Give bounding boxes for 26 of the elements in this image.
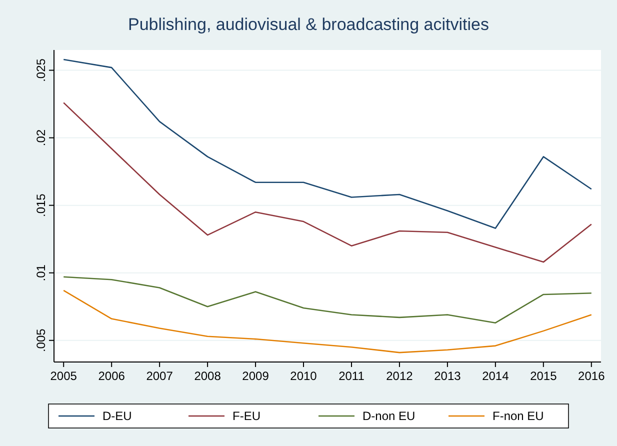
y-tick-label: .015 xyxy=(34,193,48,218)
x-tick-label: 2009 xyxy=(242,369,270,383)
chart-title: Publishing, audiovisual & broadcasting acitvities xyxy=(128,15,489,34)
line-series xyxy=(62,102,592,263)
x-tick-label: 2006 xyxy=(98,369,126,383)
x-tick-label: 2007 xyxy=(146,369,174,383)
x-tick-label: 2014 xyxy=(482,369,510,383)
x-tick-label: 2008 xyxy=(194,369,222,383)
x-tick-label: 2005 xyxy=(50,369,78,383)
legend-label: F-non EU xyxy=(492,409,544,423)
y-tick-label: .02 xyxy=(34,129,48,146)
x-tick-label: 2012 xyxy=(386,369,414,383)
y-tick-label: .005 xyxy=(34,328,48,352)
line-series xyxy=(62,58,592,229)
legend-label: D-non EU xyxy=(362,409,416,423)
y-tick-label: .01 xyxy=(34,264,48,282)
x-tick-label: 2011 xyxy=(338,369,365,383)
line-series xyxy=(62,276,592,324)
legend-label: D-EU xyxy=(102,409,132,423)
legend-label: F-EU xyxy=(232,409,260,423)
x-tick-label: 2013 xyxy=(434,369,462,383)
x-tick-label: 2010 xyxy=(290,369,318,383)
line-series xyxy=(62,290,592,354)
y-tick-label: .025 xyxy=(34,58,48,82)
x-tick-label: 2016 xyxy=(578,369,606,383)
x-tick-label: 2015 xyxy=(530,369,558,383)
